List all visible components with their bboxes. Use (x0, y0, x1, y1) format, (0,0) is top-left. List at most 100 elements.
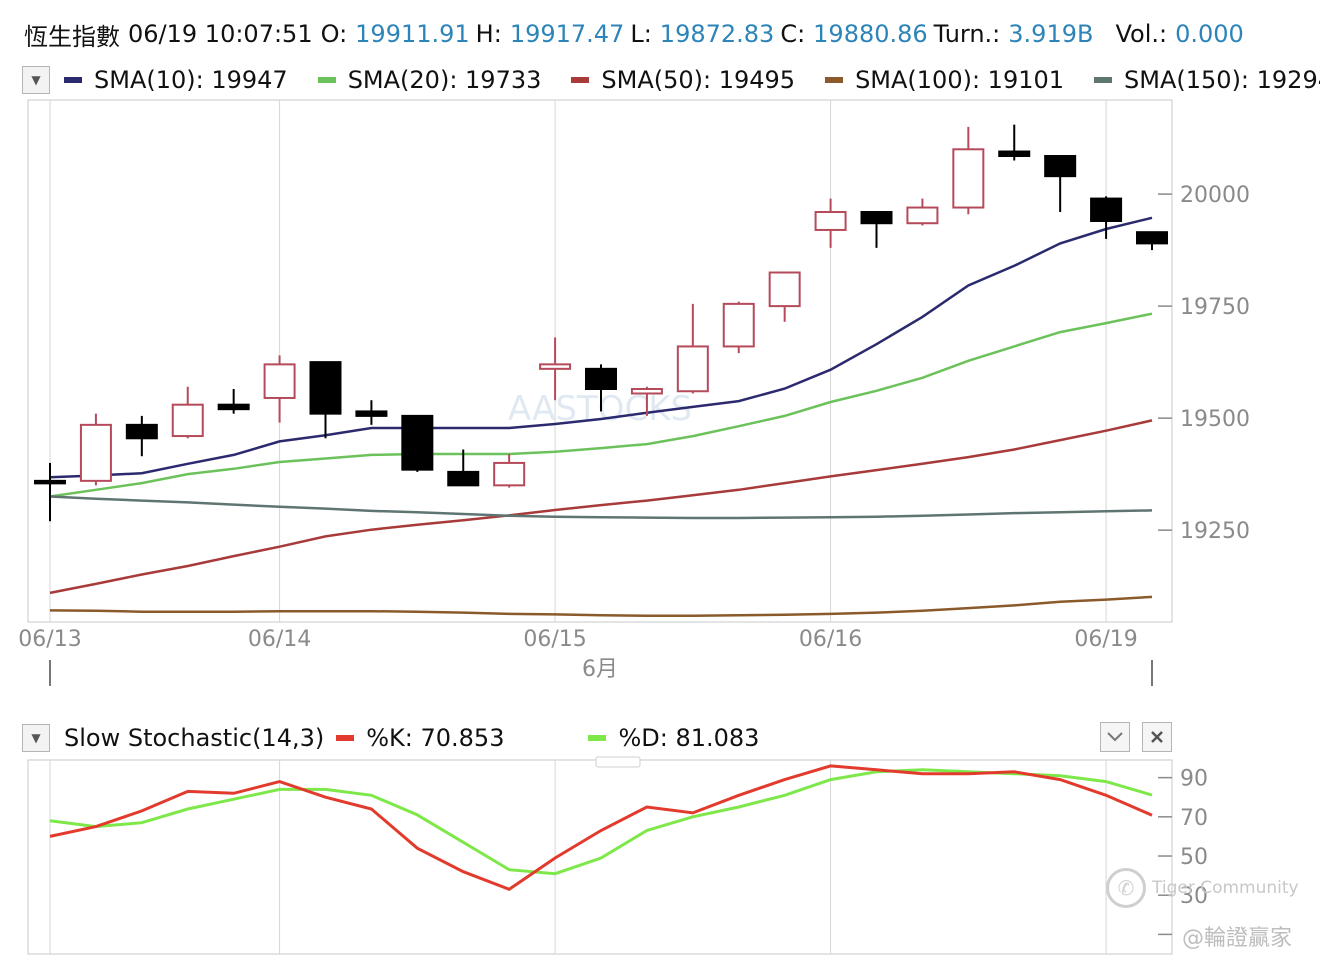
legend-item-sma150: SMA(150): 19294 (1094, 66, 1320, 94)
legend-item-sma20: SMA(20): 19733 (317, 66, 542, 94)
candle-body (1044, 155, 1077, 178)
high-label: H: (475, 20, 502, 48)
candle-body (860, 211, 893, 225)
legend-swatch-sma100 (825, 77, 844, 83)
symbol-name: 恆生指數 (24, 22, 120, 51)
candle-down (1136, 231, 1168, 251)
candle-body (309, 361, 342, 415)
legend-swatch-sma10 (64, 77, 82, 83)
legend-swatch-sma20 (317, 77, 336, 83)
date-tick-label: 06/15 (523, 627, 586, 652)
candle-body (630, 388, 663, 395)
turnover-value: 3.919B (1008, 20, 1094, 48)
candle-down (1090, 196, 1123, 239)
candle-down (217, 389, 250, 414)
stoch-legend: ▼ Slow Stochastic(14,3) %K: 70.853 %D: 8… (22, 720, 789, 756)
candle-up (630, 386, 663, 416)
tiger-community-watermark: ✆ Tiger Community (1106, 868, 1299, 908)
month-label: 6月 (582, 657, 618, 682)
plot-frame (27, 99, 1173, 623)
stoch-tick-label: 90 (1180, 767, 1208, 792)
price-tick-label: 19500 (1180, 407, 1250, 432)
candle-down (34, 462, 66, 522)
low-value: 19872.83 (659, 20, 775, 48)
legend-item-sma10: SMA(10): 19947 (64, 66, 288, 94)
main-chart-dropdown-button[interactable]: ▼ (22, 66, 50, 94)
stoch-tick-label: 30 (1180, 884, 1208, 909)
turnover-label: Turn.: (933, 20, 1001, 48)
candle-up (722, 301, 755, 354)
candle-down (1044, 155, 1077, 213)
candle-body (676, 345, 709, 393)
sma-line-sma50 (49, 419, 1153, 595)
close-panel-button[interactable] (1142, 722, 1172, 752)
sma-line-sma100 (49, 595, 1153, 617)
candle-body (34, 479, 66, 485)
candle-body (493, 461, 526, 487)
legend-item-sma100: SMA(100): 19101 (825, 66, 1064, 94)
stoch-line-d (49, 768, 1153, 876)
sma-line-sma10 (49, 216, 1153, 479)
date-tick-label: 06/19 (1074, 627, 1137, 652)
tiger-logo-icon: ✆ (1106, 868, 1146, 908)
candle-up (263, 355, 296, 423)
candle-body (79, 423, 112, 482)
author-watermark: @輪證贏家 (1182, 926, 1293, 951)
candle-up (952, 126, 985, 215)
sma-lines (49, 216, 1153, 617)
price-axis: 20000 19750 19500 19250 (1158, 183, 1250, 544)
candle-body (217, 403, 250, 411)
candle-up (768, 271, 801, 322)
sma-line-sma150 (49, 495, 1153, 520)
candle-body (539, 363, 572, 370)
legend-label-sma10: SMA(10): 19947 (94, 66, 288, 94)
legend-label-sma150: SMA(150): 19294 (1124, 66, 1320, 94)
legend-label-sma20: SMA(20): 19733 (347, 66, 542, 94)
candle-body (952, 148, 985, 209)
panel-resize-handle[interactable] (595, 756, 641, 768)
legend-item-d: %D: 81.083 (588, 724, 759, 752)
candle-body (998, 150, 1031, 158)
community-watermark-text: Tiger Community (1152, 878, 1299, 898)
candle-body (401, 414, 434, 471)
candle-body (1136, 231, 1168, 245)
high-value: 19917.47 (509, 20, 625, 48)
candle-body (814, 211, 847, 231)
volume-value: 0.000 (1175, 20, 1244, 48)
stoch-axis: 90 70 50 30 (1158, 767, 1208, 936)
candle-body (722, 302, 755, 348)
legend-label-d: %D: 81.083 (618, 724, 760, 752)
close-label: C: (780, 20, 806, 48)
date-tick-label: 06/14 (248, 627, 311, 652)
candle-body (171, 403, 204, 438)
candle-body (355, 410, 388, 417)
candle-up (493, 453, 526, 488)
date-tick-label: 06/16 (799, 627, 862, 652)
legend-label-sma50: SMA(50): 19495 (601, 66, 796, 94)
legend-swatch-sma50 (571, 77, 590, 83)
candle-down (447, 449, 480, 487)
stoch-dropdown-button[interactable]: ▼ (22, 724, 50, 752)
candle-up (79, 413, 112, 486)
triangle-down-icon: ▼ (31, 731, 41, 745)
price-tick-label: 19750 (1180, 295, 1250, 320)
legend-item-k: %K: 70.853 (336, 724, 504, 752)
date-tick-label: 06/13 (18, 627, 81, 652)
candle-up (814, 198, 847, 248)
legend-swatch-d (588, 735, 607, 741)
candle-down (355, 400, 388, 425)
candle-body (447, 470, 480, 487)
candle-down (401, 414, 434, 472)
collapse-panel-button[interactable] (1100, 722, 1130, 752)
candle-down (585, 364, 617, 412)
candle-body (585, 367, 617, 391)
sma-line-sma20 (49, 312, 1153, 498)
candle-down (309, 361, 342, 439)
candle-body (768, 271, 801, 308)
stoch-lines (49, 764, 1153, 891)
legend-item-sma50: SMA(50): 19495 (571, 66, 795, 94)
date-axis: 06/13 06/14 06/15 06/16 06/19 (18, 627, 1137, 652)
close-icon (1151, 731, 1163, 743)
